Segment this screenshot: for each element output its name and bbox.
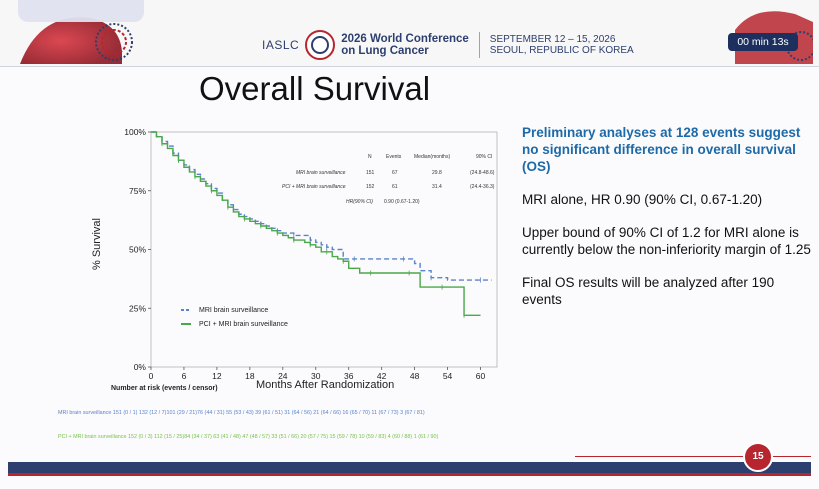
findings-panel: Preliminary analyses at 128 events sugge… xyxy=(522,124,812,324)
plot-area-border xyxy=(150,131,498,368)
footer-bar xyxy=(8,462,811,473)
footer-red-stripe xyxy=(8,473,811,476)
survival-chart: 0% 25% 50% 75% 100% 0 6 12 18 24 30 36 42 48 54 60 xyxy=(124,127,498,381)
stats-row-events: 67 xyxy=(392,170,398,176)
hr-label: HR(90% CI) xyxy=(346,199,373,205)
y-tick-label: 100% xyxy=(124,127,146,137)
legend-label-mri: MRI brain surveillance xyxy=(199,306,269,314)
legend-item-mri: MRI brain surveillance xyxy=(181,303,288,317)
stats-row-ci: (24.4-36.3) xyxy=(470,184,495,190)
stats-header-n: N xyxy=(368,154,372,160)
x-tick-label: 42 xyxy=(377,371,387,381)
findings-final: Final OS results will be analyzed after … xyxy=(522,275,775,307)
findings-hr: MRI alone, HR 0.90 (90% CI, 0.67-1.20) xyxy=(522,192,763,207)
conference-logo: IASLC 2026 World Conference on Lung Canc… xyxy=(262,30,634,60)
y-tick-label: 0% xyxy=(134,362,147,372)
page-number-badge: 15 xyxy=(743,442,773,472)
series-line-pci xyxy=(151,131,481,316)
stats-header-events: Events xyxy=(386,154,402,160)
x-tick-label: 6 xyxy=(182,371,187,381)
stats-row-label: PCI + MRI brain surveillance xyxy=(282,184,346,190)
stats-header-ci: 90% CI xyxy=(476,154,493,160)
slide-title: Overall Survival xyxy=(199,70,431,107)
seal-icon xyxy=(305,30,336,60)
hr-value: 0.90 (0.67-1.20) xyxy=(384,199,420,205)
conference-title-line1: 2026 World Conference xyxy=(341,33,469,45)
stats-row-n: 151 xyxy=(366,170,375,176)
legend-swatch-dashed xyxy=(181,309,191,311)
stats-row-events: 61 xyxy=(392,184,398,190)
conference-title-line2: on Lung Cancer xyxy=(341,45,429,57)
y-axis-title: % Survival xyxy=(91,218,103,270)
y-tick-label: 25% xyxy=(129,303,146,313)
x-tick-label: 12 xyxy=(212,371,222,381)
stats-row-median: 29.8 xyxy=(432,170,442,176)
x-tick-label: 30 xyxy=(311,371,321,381)
conference-dates: SEPTEMBER 12 – 15, 2026 xyxy=(489,34,616,45)
conference-info: SEPTEMBER 12 – 15, 2026 SEOUL, REPUBLIC … xyxy=(490,34,634,56)
footer-accent-line xyxy=(575,456,811,457)
x-tick-label: 24 xyxy=(278,371,288,381)
legend-swatch-solid xyxy=(181,323,191,325)
header-divider xyxy=(478,32,480,58)
stats-header-median: Median(months) xyxy=(414,154,451,160)
elapsed-timer: 00 min 13s xyxy=(728,33,798,51)
legend-label-pci: PCI + MRI brain surveillance xyxy=(199,320,288,328)
findings-headline: Preliminary analyses at 128 events sugge… xyxy=(522,125,801,174)
conference-location: SEOUL, REPUBLIC OF KOREA xyxy=(489,45,634,56)
org-name: IASLC xyxy=(262,38,300,52)
risk-row-pci: PCI + MRI brain surveillance 152 (0 / 3)… xyxy=(58,434,439,440)
y-tick-label: 50% xyxy=(129,245,146,255)
x-tick-label: 60 xyxy=(476,371,486,381)
risk-row-mri: MRI brain surveillance 151 (0 / 1) 132 (… xyxy=(58,410,425,416)
stats-row-ci: (24.8-48.6) xyxy=(470,170,495,176)
conference-title: 2026 World Conference on Lung Cancer xyxy=(341,33,469,57)
stats-row-n: 152 xyxy=(366,184,375,190)
y-tick-label: 75% xyxy=(129,186,146,196)
stats-row-label: MRI brain surveillance xyxy=(296,170,346,176)
window-overlay-tab xyxy=(18,0,144,22)
x-tick-label: 18 xyxy=(245,371,255,381)
findings-bound: Upper bound of 90% CI of 1.2 for MRI alo… xyxy=(522,225,811,257)
x-axis-title: Months After Randomization xyxy=(256,379,395,391)
x-tick-label: 54 xyxy=(443,371,453,381)
chart-legend: MRI brain surveillance PCI + MRI brain s… xyxy=(181,303,288,331)
x-tick-label: 48 xyxy=(410,371,420,381)
x-tick-label: 36 xyxy=(344,371,354,381)
legend-item-pci: PCI + MRI brain surveillance xyxy=(181,317,288,331)
stats-row-median: 31.4 xyxy=(432,184,442,190)
x-tick-label: 0 xyxy=(149,371,154,381)
number-at-risk-title: Number at risk (events / censor) xyxy=(111,385,218,392)
